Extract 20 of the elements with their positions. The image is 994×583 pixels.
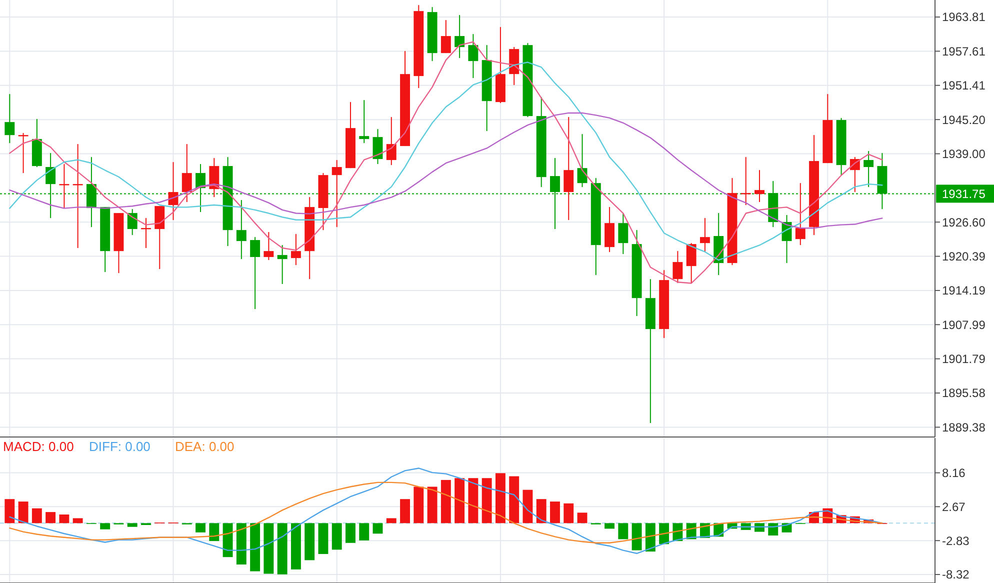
y-tick-label: 1889.38 — [942, 420, 986, 434]
text: DEA: 0.00 — [175, 439, 234, 454]
ref-line-label: 1931.75 — [942, 186, 986, 201]
y-tick-label: -8.32 — [942, 568, 970, 582]
text: DIFF: 0.00 — [89, 439, 150, 454]
y-tick-label: 8.16 — [942, 466, 966, 480]
y-tick-label: 1895.58 — [942, 386, 986, 400]
y-tick-label: 2.67 — [942, 500, 966, 514]
y-tick-label: 1951.41 — [942, 78, 986, 93]
y-tick-label: 1901.79 — [942, 352, 986, 366]
y-tick-label: 1914.19 — [942, 284, 986, 298]
y-tick-label: -2.83 — [942, 534, 970, 548]
y-tick-label: 1957.61 — [942, 44, 986, 58]
y-tick-label: 1963.81 — [942, 10, 986, 24]
y-tick-label: 1945.20 — [942, 112, 986, 127]
y-tick-label: 1920.39 — [942, 250, 986, 264]
y-tick-label: 1939.00 — [942, 146, 986, 161]
text: MACD: 0.00 — [3, 439, 74, 454]
y-tick-label: 1907.99 — [942, 318, 986, 332]
y-tick-label: 1926.60 — [942, 215, 986, 230]
